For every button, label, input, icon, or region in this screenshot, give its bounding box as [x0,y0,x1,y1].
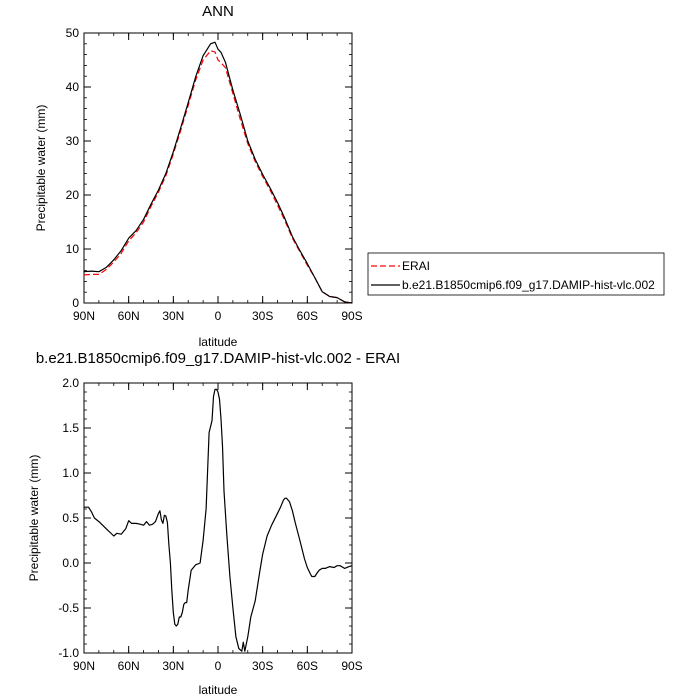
bottom-panel: b.e21.B1850cmip6.f09_g17.DAMIP-hist-vlc.… [27,350,400,697]
top-panel: ANN latitude Precipitable water (mm) 0 10… [34,3,665,349]
y-tick-label: 50 [66,26,80,40]
x-tick-label: 0 [215,309,222,323]
x-tick-label: 30S [252,309,273,323]
y-axis-title-top: Precipitable water (mm) [34,105,48,232]
chart-title-bottom: b.e21.B1850cmip6.f09_g17.DAMIP-hist-vlc.… [36,350,400,367]
x-tick-label: 90S [341,659,362,673]
y-axis-title-bottom: Precipitable water (mm) [27,455,41,582]
x-tick-label: 90N [73,309,95,323]
x-tick-label: 60S [297,659,318,673]
y-tick-label: 10 [66,242,80,256]
x-tick-label: 30N [162,309,184,323]
legend: ERAI b.e21.B1850cmip6.f09_g17.DAMIP-hist… [367,252,665,296]
x-tick-label: 90N [73,659,95,673]
y-tick-label: 1.0 [62,466,79,480]
y-tick-label: 0 [72,296,79,310]
y-tick-label: 40 [66,80,80,94]
x-tick-label: 30N [162,659,184,673]
plot-area-top: 0 10 20 30 40 50 90N 60N 30N 0 30S 60S 90S [66,26,363,323]
legend-label-model: b.e21.B1850cmip6.f09_g17.DAMIP-hist-vlc.… [402,278,655,292]
y-tick-label: 0.0 [62,556,79,570]
series-line-2 [83,41,353,304]
legend-label-erai: ERAI [402,259,430,273]
x-tick-label: 90S [341,309,362,323]
series-line-1 [83,50,353,304]
y-tick-label: -1.0 [58,646,79,660]
legend-box [367,252,665,296]
y-tick-label: 0.5 [62,511,79,525]
y-tick-label: 30 [66,134,80,148]
x-tick-label: 60N [118,659,140,673]
plot-area-bottom: -1.0 -0.5 0.0 0.5 1.0 1.5 2.0 90N 60N 30N 0 30S 60S 9… [58,376,362,673]
x-tick-label: 60S [297,309,318,323]
series-line-1 [84,388,353,652]
y-tick-label: 2.0 [62,376,79,390]
x-tick-label: 60N [118,309,140,323]
chart-title-top: ANN [202,3,234,20]
x-axis-title-top: latitude [199,335,238,349]
plot-frame [83,32,353,304]
y-tick-label: 20 [66,188,80,202]
y-tick-label: 1.5 [62,421,79,435]
x-axis-title-bottom: latitude [199,683,238,697]
plot-frame [83,382,353,654]
y-tick-label: -0.5 [58,601,79,615]
x-tick-label: 30S [252,659,273,673]
x-tick-label: 0 [215,659,222,673]
